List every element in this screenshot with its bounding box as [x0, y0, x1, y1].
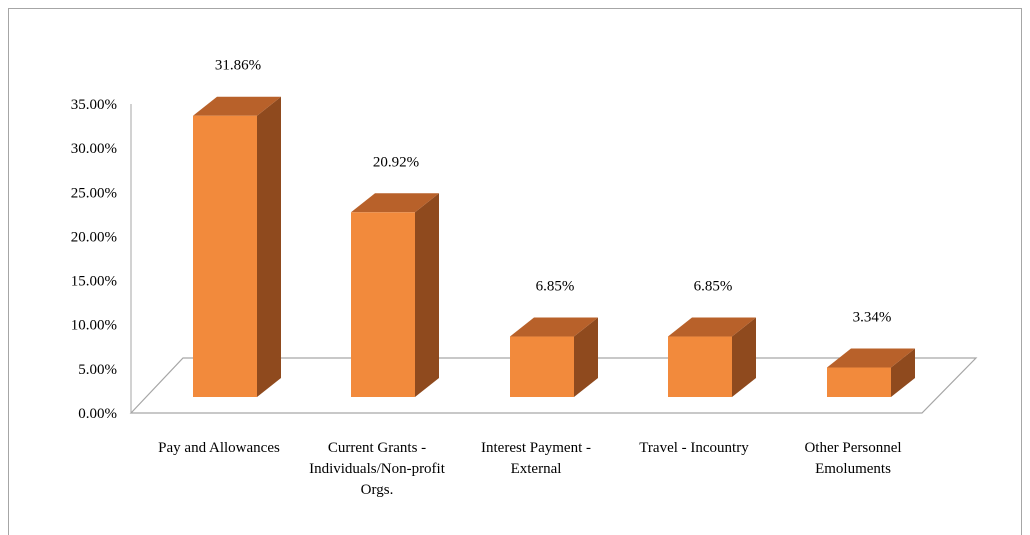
x-category-label-line: Orgs.: [361, 482, 394, 498]
x-category-label-line: Individuals/Non-profit: [309, 461, 446, 477]
y-tick-label: 25.00%: [71, 185, 117, 201]
x-category-label-line: Current Grants -: [328, 440, 426, 456]
x-category-label-line: Emoluments: [815, 461, 891, 477]
bar: [668, 336, 732, 397]
bar: [193, 115, 257, 398]
data-label: 20.92%: [373, 154, 419, 170]
y-tick-label: 20.00%: [71, 229, 117, 245]
x-category-label: Other Personnel Emoluments: [804, 440, 901, 477]
data-label: 31.86%: [215, 58, 261, 74]
y-tick-label: 35.00%: [71, 97, 117, 113]
data-label: 3.34%: [853, 310, 892, 326]
bar: [510, 336, 574, 397]
x-category-label: Pay and Allowances: [158, 440, 280, 456]
bar-top: [351, 193, 439, 213]
bar-top: [193, 96, 281, 116]
x-category-label-line: Pay and Allowances: [158, 440, 280, 456]
y-tick-label: 0.00%: [78, 406, 117, 422]
bar-side: [415, 193, 439, 397]
bar-top: [668, 317, 756, 337]
y-tick-label: 15.00%: [71, 274, 117, 290]
x-category-label: Interest Payment - External: [481, 440, 591, 477]
x-category-label-line: Other Personnel: [804, 440, 901, 456]
bar-top: [510, 317, 598, 337]
chart-floor: [129, 357, 978, 414]
x-category-label: Travel - Incountry: [639, 440, 749, 456]
x-category-label: Current Grants - Individuals/Non-profit Or…: [309, 440, 446, 498]
y-tick-label: 30.00%: [71, 141, 117, 157]
x-category-label-line: External: [511, 461, 562, 477]
bar-side: [732, 317, 756, 397]
x-category-label-line: Travel - Incountry: [639, 440, 749, 456]
bar-side: [574, 317, 598, 397]
bar-side: [257, 96, 281, 398]
bar: [827, 367, 891, 397]
bar-side: [891, 348, 915, 397]
chart-frame: [8, 8, 1022, 535]
y-tick-label: 5.00%: [78, 362, 117, 378]
y-tick-label: 10.00%: [71, 318, 117, 334]
bar: [351, 212, 415, 397]
x-category-label-line: Interest Payment -: [481, 440, 591, 456]
data-label: 6.85%: [536, 279, 575, 295]
data-label: 6.85%: [694, 279, 733, 295]
bar-top: [827, 348, 915, 368]
